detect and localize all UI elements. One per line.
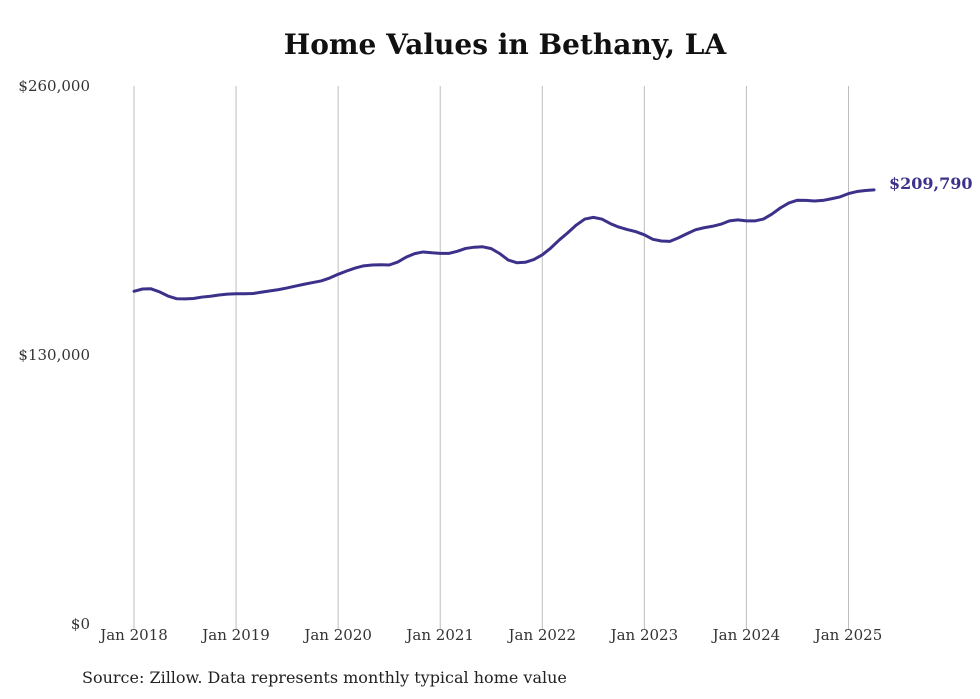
y-axis-ticks: $0 $130,000 $260,000 (18, 77, 90, 633)
vertical-gridlines (133, 86, 849, 630)
series-line (132, 188, 876, 301)
series-group: $209,790 (132, 174, 973, 301)
x-tick-label: Jan 2024 (711, 626, 781, 644)
x-tick-label: Jan 2020 (302, 626, 372, 644)
x-tick-label: Jan 2021 (404, 626, 474, 644)
x-axis-ticks: Jan 2018 Jan 2019 Jan 2020 Jan 2021 Jan 2022… (98, 626, 882, 644)
line-chart: $0$130,000$260,000 Jan 2018 Jan 2019 Jan 2… (18, 77, 973, 644)
chart-title: Home Values in Bethany, LA (283, 28, 727, 61)
end-value-label: $209,790 (889, 174, 973, 193)
x-tick-label: Jan 2025 (813, 626, 883, 644)
x-tick-label: Jan 2018 (98, 626, 168, 644)
y-tick-label: $130,000 (18, 346, 90, 364)
y-tick-label: $0 (71, 615, 90, 633)
y-tick-label: $260,000 (18, 77, 90, 95)
x-tick-label: Jan 2022 (506, 626, 576, 644)
x-tick-label: Jan 2023 (609, 626, 679, 644)
x-tick-label: Jan 2019 (200, 626, 270, 644)
source-note: Source: Zillow. Data represents monthly … (82, 668, 567, 687)
